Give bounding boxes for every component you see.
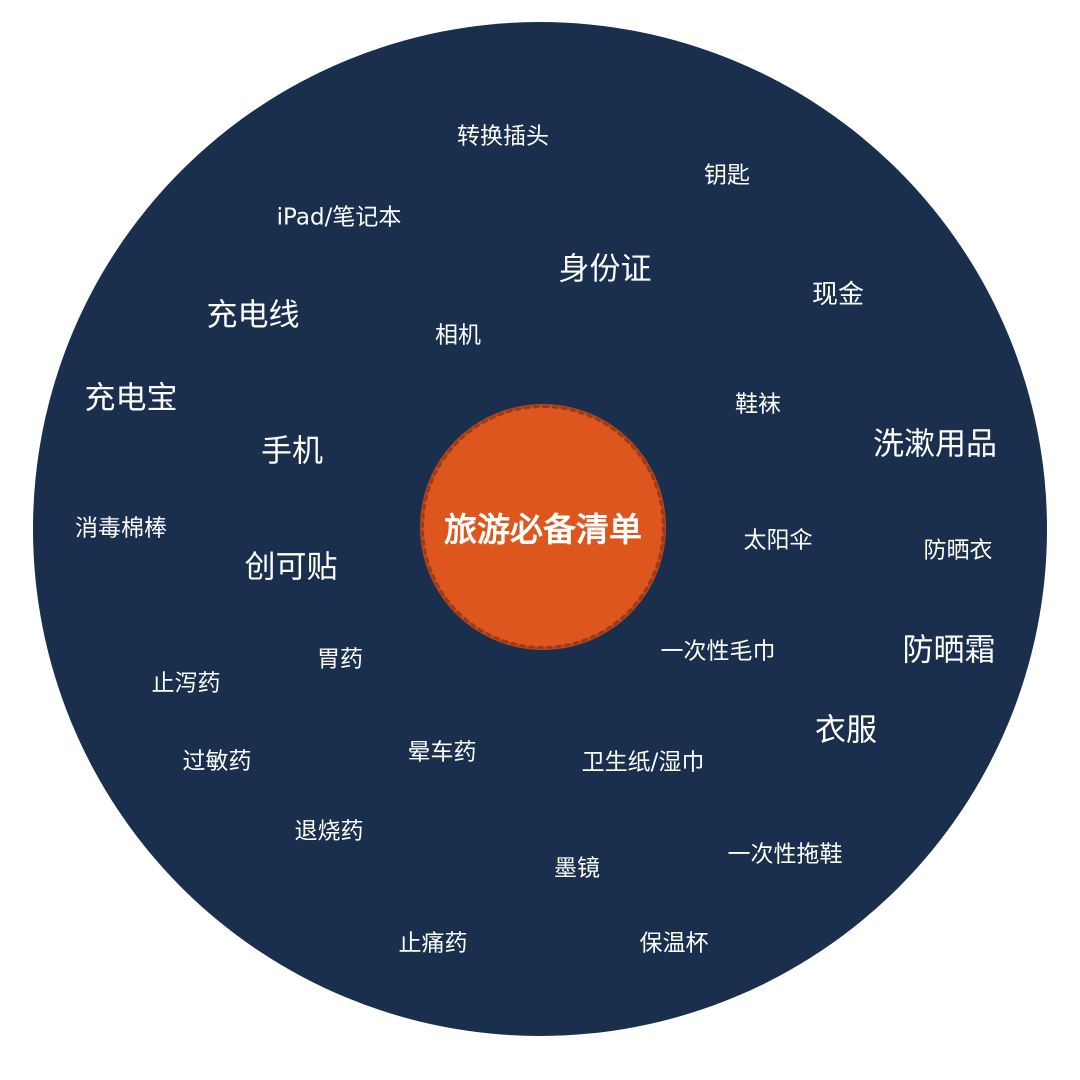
item-sun-protective-clothing: 防晒衣 xyxy=(923,537,993,564)
item-tissue-wet-wipes: 卫生纸/湿巾 xyxy=(581,749,705,776)
item-cotton-swabs: 消毒棉棒 xyxy=(75,515,167,542)
center-circle-dashed-border xyxy=(421,405,665,649)
item-thermos: 保温杯 xyxy=(639,930,709,957)
item-power-bank: 充电宝 xyxy=(84,380,178,417)
item-stomach-medicine: 胃药 xyxy=(317,646,363,673)
item-painkiller: 止痛药 xyxy=(398,930,468,957)
item-toiletries: 洗漱用品 xyxy=(873,426,997,463)
item-fever-reducer: 退烧药 xyxy=(294,818,364,845)
item-sunglasses: 墨镜 xyxy=(554,855,600,882)
center-title: 旅游必备清单 xyxy=(444,510,642,549)
item-phone: 手机 xyxy=(261,433,323,470)
item-band-aid: 创可贴 xyxy=(244,549,338,586)
item-motion-sickness-medicine: 晕车药 xyxy=(407,739,477,766)
item-cash: 现金 xyxy=(811,280,865,310)
item-disposable-towel: 一次性毛巾 xyxy=(660,638,776,665)
item-parasol: 太阳伞 xyxy=(743,527,813,554)
item-charging-cable: 充电线 xyxy=(206,297,300,334)
item-clothes: 衣服 xyxy=(815,712,877,749)
item-camera: 相机 xyxy=(435,322,481,349)
item-shoes-socks: 鞋袜 xyxy=(735,391,781,418)
item-adapter-plug: 转换插头 xyxy=(457,123,549,150)
item-ipad-laptop: iPad/笔记本 xyxy=(276,204,402,231)
item-sunscreen: 防晒霜 xyxy=(902,632,996,669)
item-keys: 钥匙 xyxy=(704,162,750,189)
item-disposable-slippers: 一次性拖鞋 xyxy=(727,841,843,868)
item-id-card: 身份证 xyxy=(558,251,652,288)
item-antidiarrheal: 止泻药 xyxy=(151,670,221,697)
item-allergy-medicine: 过敏药 xyxy=(182,748,252,775)
